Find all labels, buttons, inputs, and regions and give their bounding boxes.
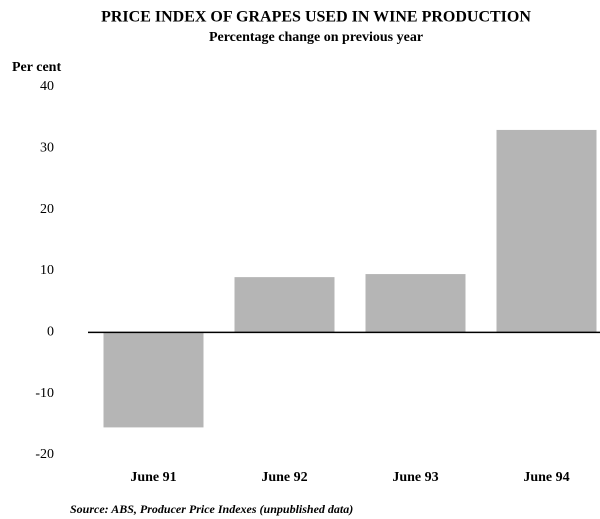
y-tick-label: -20 <box>35 447 54 462</box>
bar <box>365 274 466 333</box>
y-tick-label: 30 <box>40 141 54 156</box>
y-tick-label: -10 <box>35 386 54 401</box>
y-tick-label: 20 <box>40 202 54 217</box>
x-tick-label: June 91 <box>130 470 176 485</box>
y-axis-label: Per cent <box>12 60 61 75</box>
bar <box>234 277 335 333</box>
x-tick-label: June 92 <box>261 470 307 485</box>
y-tick-label: 0 <box>47 325 54 340</box>
y-tick-label: 10 <box>40 263 54 278</box>
x-tick-label: June 93 <box>392 470 438 485</box>
y-tick-label: 40 <box>40 79 54 94</box>
chart-title: PRICE INDEX OF GRAPES USED IN WINE PRODU… <box>101 9 531 26</box>
source-note: Source: ABS, Producer Price Indexes (unp… <box>70 502 353 516</box>
bar <box>103 332 204 428</box>
chart-subtitle: Percentage change on previous year <box>209 30 423 45</box>
x-tick-label: June 94 <box>523 470 569 485</box>
bar <box>496 129 597 333</box>
